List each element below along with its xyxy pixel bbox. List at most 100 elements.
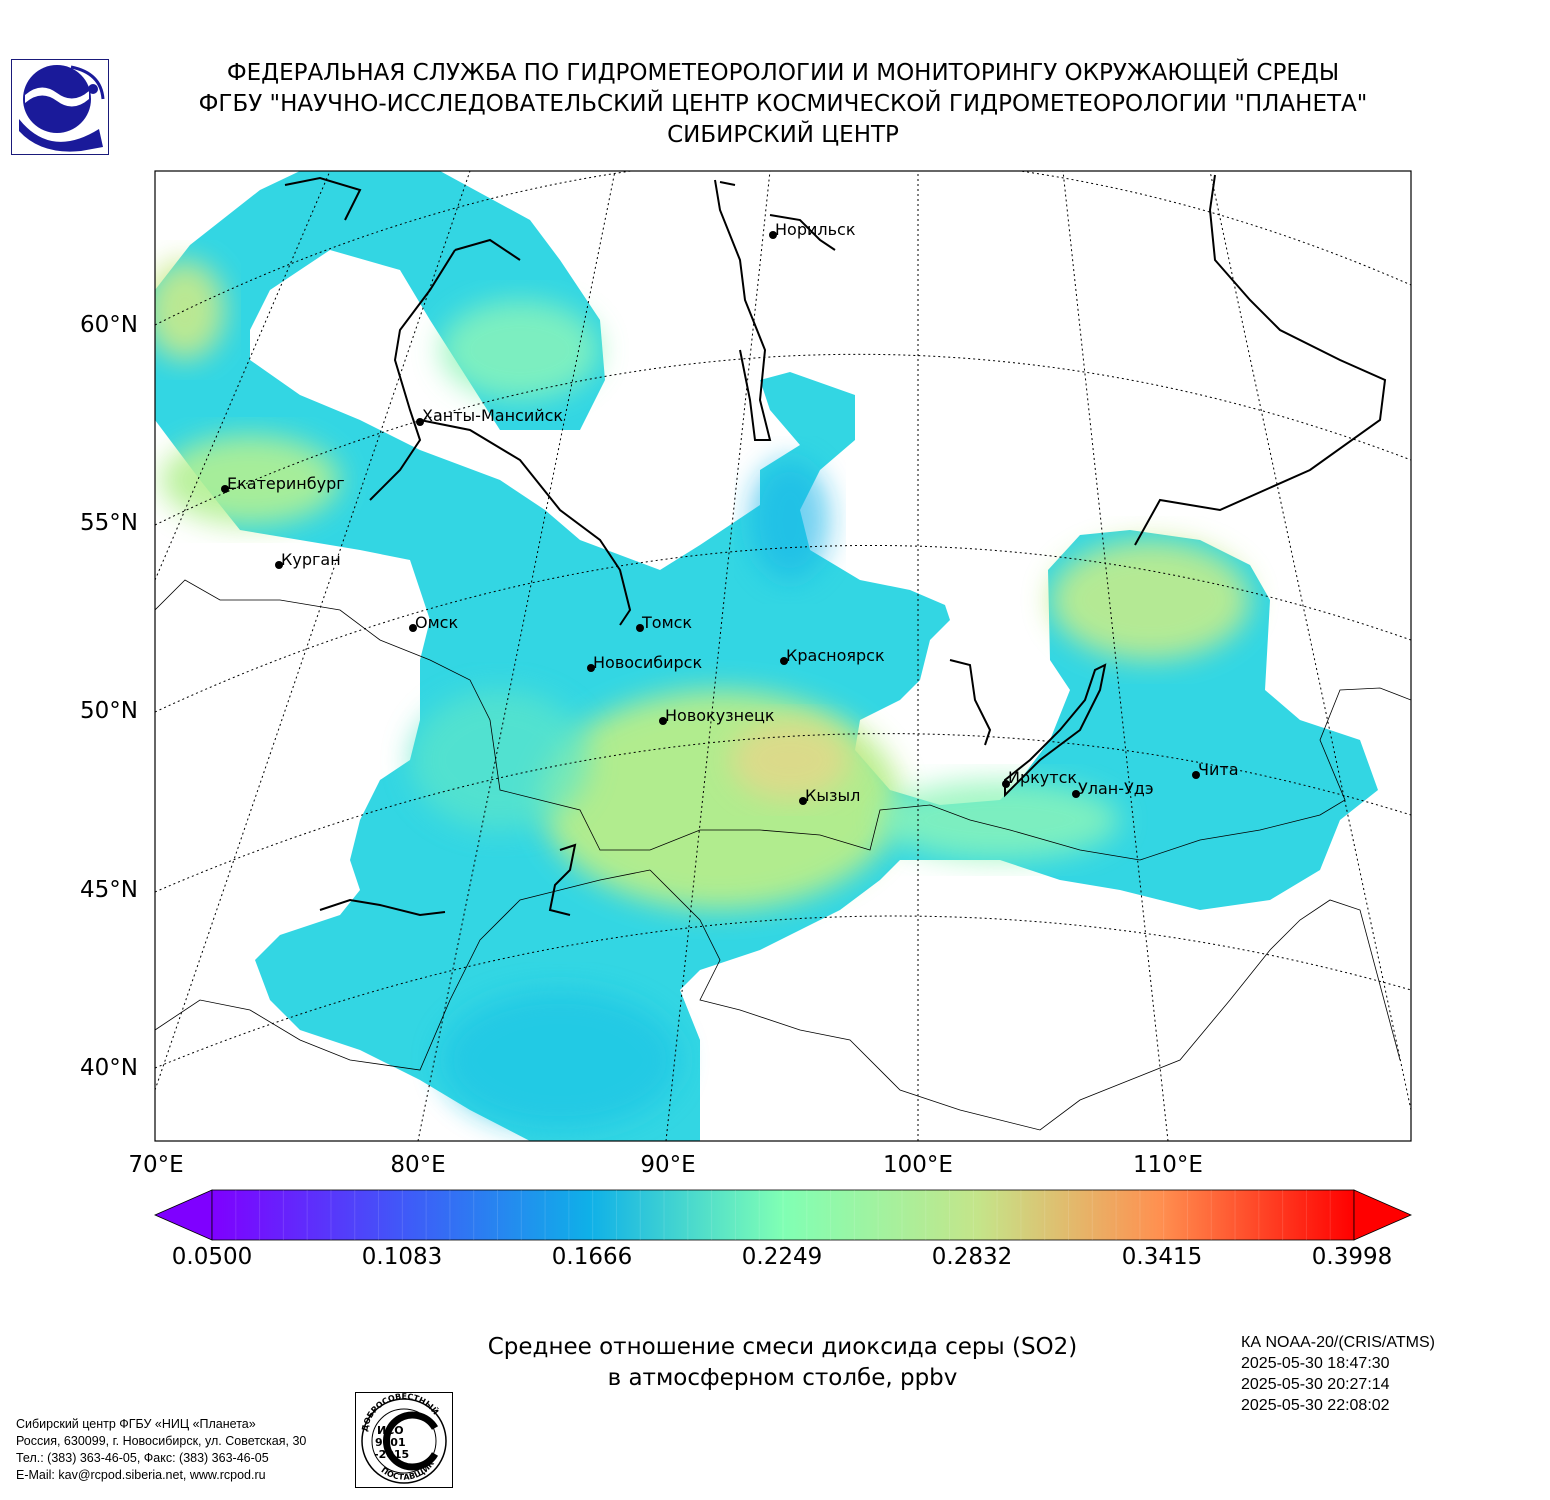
lat-label-50: 50°N bbox=[80, 698, 138, 724]
river-lena bbox=[1134, 174, 1387, 546]
border-central-asia bbox=[155, 869, 651, 1071]
org-line: Тел.: (383) 363-46-05, Факс: (383) 363-4… bbox=[16, 1451, 269, 1465]
organization-info: Сибирский центр ФГБУ «НИЦ «Планета» Росс… bbox=[16, 1416, 306, 1484]
colorbar bbox=[154, 1189, 1412, 1241]
satellite-info: КА NOAA-20/(CRIS/ATMS) 2025-05-30 18:47:… bbox=[1241, 1332, 1435, 1416]
parallel-40 bbox=[155, 915, 1411, 1069]
meridian-60 bbox=[155, 171, 331, 581]
iso-number: 9001 bbox=[375, 1436, 406, 1449]
so2-peak-tuva bbox=[730, 720, 850, 800]
lon-label-90: 90°E bbox=[640, 1152, 696, 1178]
caption-line-2: в атмосферном столбе, ppbv bbox=[607, 1365, 958, 1391]
city-kurgan: Курган bbox=[275, 550, 341, 569]
city-tomsk: Томск bbox=[636, 613, 692, 632]
org-line: Россия, 630099, г. Новосибирск, ул. Сове… bbox=[16, 1434, 307, 1448]
so2-low-krasnoyarsk bbox=[750, 460, 830, 580]
river-ob bbox=[369, 249, 632, 626]
city-krasnoyarsk: Красноярск bbox=[780, 646, 885, 665]
lon-label-100: 100°E bbox=[883, 1152, 953, 1178]
river-yenisei bbox=[714, 179, 772, 441]
colorbar-tick: 0.2832 bbox=[931, 1244, 1013, 1270]
city-label: Чита bbox=[1198, 760, 1239, 779]
header-line-2: ФГБУ "НАУЧНО-ИССЛЕДОВАТЕЛЬСКИЙ ЦЕНТР КОС… bbox=[198, 91, 1368, 117]
org-line: E-Mail: kav@rcpod.siberia.net, www.rcpod… bbox=[16, 1468, 266, 1482]
lat-label-40: 40°N bbox=[80, 1055, 138, 1081]
meridian-120 bbox=[1209, 171, 1411, 1111]
rivers bbox=[284, 174, 1387, 917]
city-omsk: Омск bbox=[409, 613, 458, 632]
colorbar-tick: 0.1083 bbox=[361, 1244, 443, 1270]
city-label: Ханты-Мансийск bbox=[422, 406, 563, 425]
lat-label-60: 60°N bbox=[80, 312, 138, 338]
so2-high-transbaikal bbox=[1050, 540, 1250, 660]
border-mongolia-china bbox=[649, 869, 1401, 1131]
colorbar-tick: 0.3415 bbox=[1121, 1244, 1203, 1270]
city-kyzyl: Кызыл bbox=[799, 786, 860, 805]
city-novokuznetsk: Новокузнецк bbox=[659, 706, 775, 725]
colorbar-extend-low bbox=[154, 1189, 213, 1241]
meridian-70 bbox=[155, 171, 471, 1091]
cities: Норильск Ханты-Мансийск Екатеринбург Кур… bbox=[221, 220, 1239, 805]
lon-label-110: 110°E bbox=[1133, 1152, 1203, 1178]
so2-low-south bbox=[440, 990, 680, 1130]
lon-label-70: 70°E bbox=[128, 1152, 184, 1178]
header: ФЕДЕРАЛЬНАЯ СЛУЖБА ПО ГИДРОМЕТЕОРОЛОГИИ … bbox=[120, 58, 1446, 151]
colorbar-tick: 0.3998 bbox=[1311, 1244, 1393, 1270]
map-frame bbox=[154, 170, 1412, 1142]
city-irkutsk: Иркутск bbox=[1002, 768, 1077, 788]
header-line-1: ФЕДЕРАЛЬНАЯ СЛУЖБА ПО ГИДРОМЕТЕОРОЛОГИИ … bbox=[226, 60, 1340, 86]
city-label: Новосибирск bbox=[593, 653, 702, 672]
so2-high-north-west bbox=[155, 260, 225, 360]
pass-time: 2025-05-30 18:47:30 bbox=[1241, 1355, 1390, 1372]
city-novosibirsk: Новосибирск bbox=[587, 653, 702, 672]
satellite-name: КА NOAA-20/(CRIS/ATMS) bbox=[1241, 1334, 1435, 1351]
city-label: Екатеринбург bbox=[227, 474, 345, 493]
so2-mid-baikal bbox=[880, 780, 1120, 860]
colorbar-tick: 0.0500 bbox=[171, 1244, 253, 1270]
river-irtysh bbox=[454, 238, 521, 261]
city-ulan-ude: Улан-Удэ bbox=[1072, 779, 1154, 798]
pass-time: 2025-05-30 20:27:14 bbox=[1241, 1376, 1390, 1393]
iso-year: -2015 bbox=[374, 1448, 409, 1461]
city-norilsk: Норильск bbox=[769, 220, 856, 239]
river-syrdarya bbox=[548, 843, 577, 916]
org-line: Сибирский центр ФГБУ «НИЦ «Планета» bbox=[16, 1417, 256, 1431]
graticule bbox=[155, 171, 1411, 1141]
city-label: Иркутск bbox=[1008, 768, 1077, 787]
lon-label-80: 80°E bbox=[390, 1152, 446, 1178]
pass-time: 2025-05-30 22:08:02 bbox=[1241, 1397, 1390, 1414]
border-russia-kazakhstan bbox=[155, 579, 1411, 861]
city-label: Новокузнецк bbox=[665, 706, 775, 725]
city-label: Улан-Удэ bbox=[1078, 779, 1154, 798]
so2-region-west bbox=[155, 171, 1378, 1141]
city-yekaterinburg: Екатеринбург bbox=[221, 474, 345, 493]
city-chita: Чита bbox=[1192, 760, 1239, 779]
lat-label-45: 45°N bbox=[80, 877, 138, 903]
lat-label-55: 55°N bbox=[80, 510, 138, 536]
so2-mid-kazakh bbox=[410, 690, 590, 830]
lake-baikal bbox=[1004, 663, 1107, 798]
lake-balkhash bbox=[319, 898, 446, 917]
city-label: Курган bbox=[281, 550, 341, 569]
city-khanty-mansiysk: Ханты-Мансийск bbox=[416, 406, 563, 426]
planeta-logo bbox=[11, 59, 109, 155]
arctic-coast bbox=[284, 176, 836, 251]
colorbar-extend-high bbox=[1353, 1189, 1412, 1241]
borders bbox=[155, 579, 1411, 1131]
colorbar-tick: 0.2249 bbox=[741, 1244, 823, 1270]
colorbar-steps bbox=[235, 1190, 1331, 1240]
city-label: Красноярск bbox=[786, 646, 885, 665]
city-label: Томск bbox=[641, 613, 692, 632]
parallel-45 bbox=[155, 733, 1411, 893]
map-area: Норильск Ханты-Мансийск Екатеринбург Кур… bbox=[155, 171, 1411, 1141]
header-line-3: СИБИРСКИЙ ЦЕНТР bbox=[667, 122, 899, 148]
so2-mid-north bbox=[440, 300, 600, 400]
caption-line-1: Среднее отношение смеси диоксида серы (S… bbox=[487, 1334, 1078, 1360]
iso-9001-badge: ДОБРОСОВЕСТНЫЙ ПОСТАВЩИК ИСО 9001 -2015 bbox=[355, 1392, 453, 1488]
map-caption: Среднее отношение смеси диоксида серы (S… bbox=[430, 1332, 1135, 1394]
river-angara bbox=[949, 659, 992, 746]
so2-field bbox=[155, 171, 1378, 1141]
city-label: Омск bbox=[415, 613, 458, 632]
colorbar-tick: 0.1666 bbox=[551, 1244, 633, 1270]
so2-high-urals bbox=[160, 435, 340, 525]
